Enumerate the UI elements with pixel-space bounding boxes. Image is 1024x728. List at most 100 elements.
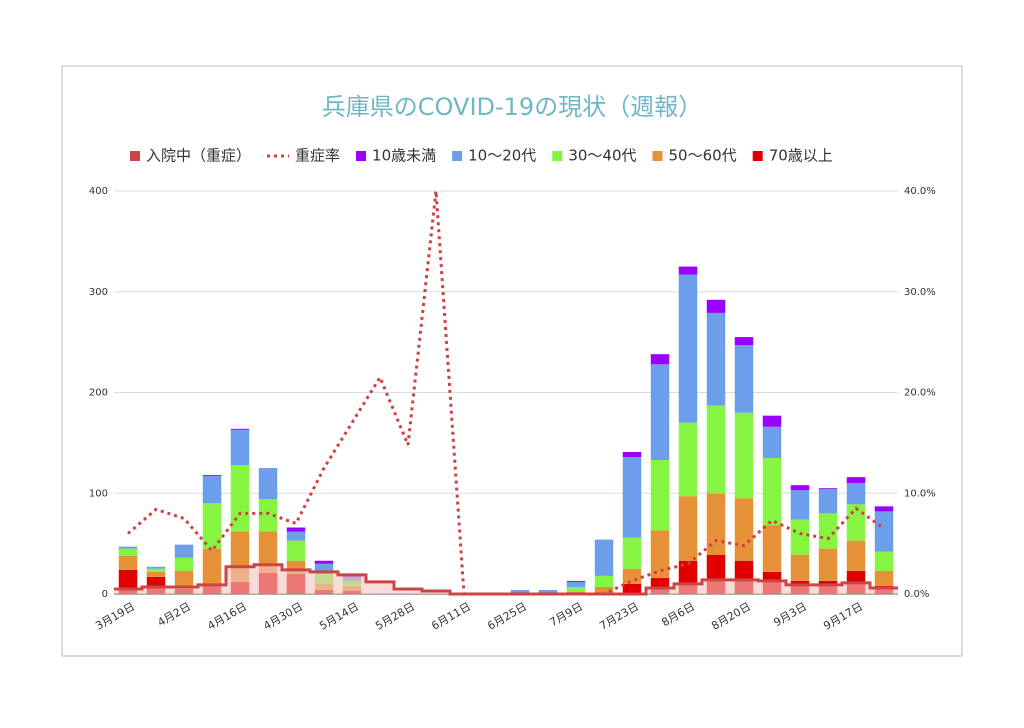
step-area (226, 566, 254, 594)
bar-segment (258, 499, 278, 532)
bar-segment (230, 429, 250, 466)
bar-segment (818, 489, 838, 514)
bar-segment (286, 527, 306, 532)
bar-segment (146, 571, 166, 577)
bar-segment (762, 415, 782, 427)
bar-segment (174, 557, 194, 571)
step-area (842, 582, 870, 594)
bar-segment (874, 506, 894, 512)
y2-tick-label: 0.0% (904, 589, 929, 600)
bar-segment (650, 354, 670, 365)
step-area (366, 581, 394, 594)
legend-swatch (452, 151, 463, 161)
legend-label: 50〜60代 (669, 147, 737, 165)
step-area (702, 579, 730, 594)
bar-segment (202, 475, 222, 477)
legend-label: 重症率 (295, 147, 340, 165)
bar-segment (818, 548, 838, 581)
legend-label: 10歳未満 (372, 147, 436, 165)
bar-segment (538, 589, 558, 594)
bar-segment (510, 589, 530, 594)
bar-segment (594, 586, 614, 593)
bar-segment (174, 544, 194, 558)
bar-segment (790, 490, 810, 520)
bar-segment (734, 412, 754, 499)
step-line (114, 563, 898, 596)
bar-segment (874, 551, 894, 571)
step-area (758, 580, 786, 594)
bar-segment (286, 540, 306, 561)
y-tick-label: 100 (89, 488, 108, 499)
bar-segment (230, 465, 250, 532)
step-area (646, 587, 674, 594)
line (127, 190, 885, 596)
step-area (814, 584, 842, 594)
bar-segment (650, 530, 670, 578)
bar-segment (678, 274, 698, 423)
bar-segment (874, 570, 894, 586)
step-area (198, 584, 226, 594)
chart-title: 兵庫県のCOVID-19の現状（週報） (322, 93, 702, 121)
bar-segment (678, 266, 698, 275)
bar-segment (706, 405, 726, 494)
y2-tick-label: 30.0% (904, 287, 936, 298)
bar-segment (846, 483, 866, 505)
bar-segment (846, 540, 866, 571)
bar-segment (174, 570, 194, 589)
step-area (142, 586, 170, 594)
bar-segment (202, 476, 222, 504)
step-area (786, 584, 814, 594)
y2-tick-label: 40.0% (904, 186, 936, 197)
bar-segment (258, 468, 278, 500)
bar-segment (790, 554, 810, 581)
bar-segment (762, 457, 782, 526)
bar-segment (846, 477, 866, 484)
step-area (282, 569, 310, 594)
bar-segment (230, 428, 250, 430)
step-area (114, 588, 142, 594)
bar-segment (118, 555, 138, 570)
bar-segment (146, 568, 166, 572)
bar-segment (146, 566, 166, 569)
bar-segment (202, 503, 222, 549)
step-area (338, 574, 366, 594)
step-area (170, 586, 198, 594)
step-area (254, 564, 282, 594)
bar-segment (818, 513, 838, 549)
bar-segment (314, 563, 334, 574)
bar-segment (622, 568, 642, 584)
bar-segment (258, 531, 278, 573)
bar-segment (622, 456, 642, 538)
bar-segment (202, 548, 222, 584)
bar-segment (566, 580, 586, 582)
bar-segment (118, 548, 138, 556)
legend-swatch (130, 151, 140, 161)
legend-swatch (356, 151, 367, 161)
bar-segment (678, 496, 698, 561)
bar-segment (622, 451, 642, 457)
bar-segment (650, 364, 670, 461)
bar-segment (622, 537, 642, 569)
bar-segment (650, 460, 670, 531)
bar-segment (706, 493, 726, 555)
step-area (310, 571, 338, 594)
bar-segment (118, 546, 138, 549)
legend-label: 10〜20代 (468, 147, 536, 165)
legend-label: 入院中（重症） (146, 147, 251, 165)
bar-segment (706, 299, 726, 313)
bar-segment (818, 488, 838, 490)
y-tick-label: 400 (89, 186, 108, 197)
bar-segment (734, 345, 754, 413)
bar-segment (622, 583, 642, 594)
bar-segment (566, 581, 586, 587)
bar-segment (734, 498, 754, 561)
legend-swatch (552, 151, 563, 161)
legend-swatch (652, 151, 663, 161)
step-area (674, 583, 702, 594)
bar-segment (706, 312, 726, 406)
bar-segment (762, 426, 782, 458)
y-tick-label: 0 (102, 589, 108, 600)
y2-tick-label: 10.0% (904, 488, 936, 499)
legend-swatch (752, 151, 763, 161)
